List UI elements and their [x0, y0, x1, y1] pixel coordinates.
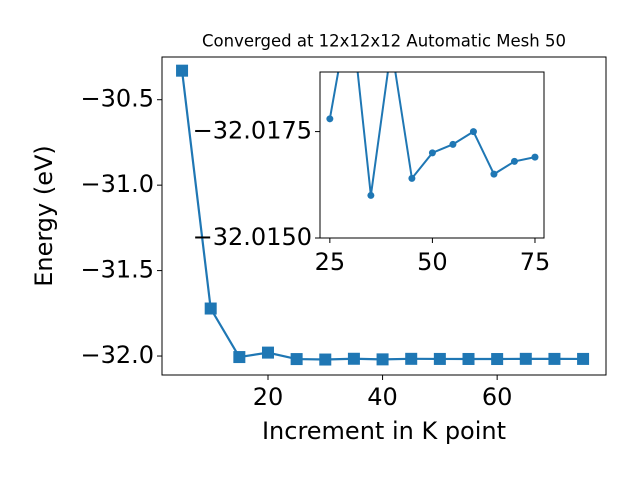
- y-tick-label: −31.0: [80, 170, 154, 198]
- data-marker: [233, 351, 246, 364]
- x-tick-label: 20: [253, 383, 284, 411]
- data-marker: [519, 352, 532, 365]
- x-tick-label: 40: [367, 383, 398, 411]
- axes-frame: [161, 56, 607, 376]
- data-marker: [491, 353, 504, 366]
- y-tick-label: −32.0150: [193, 223, 312, 251]
- data-marker: [347, 0, 354, 7]
- x-tick-label: 25: [315, 248, 346, 276]
- x-tick-label: 60: [482, 383, 513, 411]
- data-marker: [531, 153, 539, 161]
- data-marker: [577, 352, 590, 365]
- data-marker: [428, 149, 436, 157]
- data-marker: [408, 174, 416, 182]
- data-marker: [290, 353, 303, 366]
- data-marker: [449, 140, 457, 148]
- data-marker: [376, 353, 389, 366]
- plot-area: [326, 0, 539, 199]
- data-marker: [326, 115, 334, 123]
- y-axis-label: Energy (eV): [30, 145, 58, 287]
- y-tick-label: −31.5: [80, 256, 154, 284]
- plot-area: [176, 64, 590, 366]
- data-marker: [319, 353, 332, 366]
- data-marker: [433, 352, 446, 365]
- data-marker: [204, 302, 217, 315]
- data-marker: [469, 128, 477, 136]
- x-axis-label: Increment in K point: [262, 417, 506, 445]
- x-tick-label: 75: [520, 248, 551, 276]
- chart-title: Converged at 12x12x12 Automatic Mesh 50: [202, 32, 566, 51]
- y-tick-label: −30.5: [80, 85, 154, 113]
- y-tick-label: −32.0175: [193, 117, 312, 145]
- data-marker: [548, 352, 561, 365]
- data-marker: [176, 64, 189, 77]
- data-marker: [261, 346, 274, 359]
- data-marker: [367, 191, 375, 199]
- y-tick-label: −32.0: [80, 341, 154, 369]
- data-marker: [462, 352, 475, 365]
- data-marker: [405, 352, 418, 365]
- data-marker: [490, 170, 498, 178]
- data-marker: [347, 352, 360, 365]
- data-marker: [510, 157, 518, 165]
- x-tick-label: 50: [417, 248, 448, 276]
